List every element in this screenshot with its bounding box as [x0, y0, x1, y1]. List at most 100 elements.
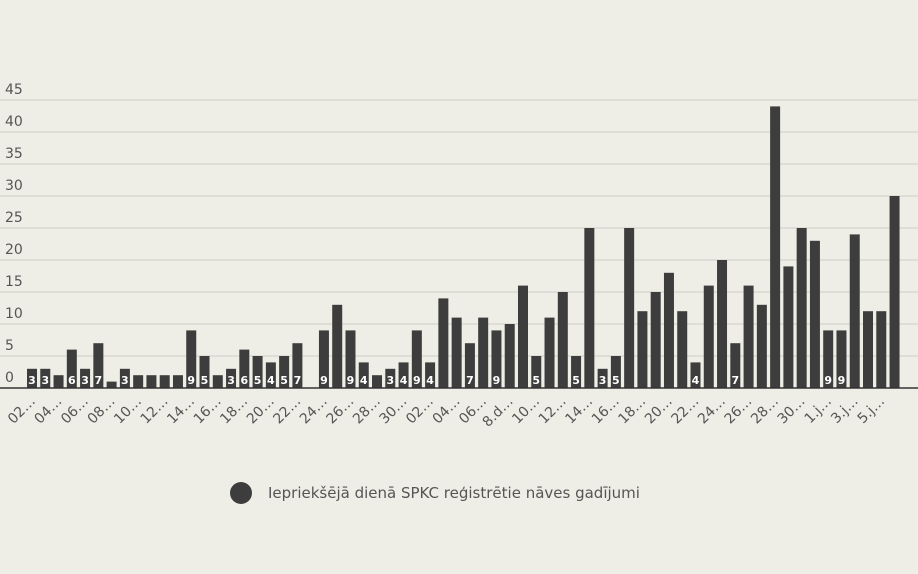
data-label: 4 — [426, 374, 434, 387]
bar — [172, 375, 183, 388]
y-tick-label: 5 — [5, 338, 14, 354]
data-label: 9 — [824, 374, 832, 387]
data-label: 3 — [41, 374, 49, 387]
bar — [823, 330, 834, 388]
data-label: 9 — [413, 374, 421, 387]
data-label: 4 — [360, 374, 368, 387]
bar — [770, 106, 781, 389]
bar — [385, 368, 396, 388]
data-label: 5 — [572, 374, 580, 387]
legend-marker — [230, 482, 252, 504]
bar — [544, 317, 555, 388]
bar — [756, 304, 767, 388]
bar — [584, 228, 595, 388]
y-tick-label: 0 — [5, 370, 14, 386]
data-label: 7 — [95, 374, 103, 387]
bar — [212, 375, 223, 388]
bar — [53, 375, 64, 388]
bar — [876, 311, 887, 388]
bar — [703, 285, 714, 388]
bar — [159, 375, 170, 388]
bar — [119, 368, 130, 388]
bar — [517, 285, 528, 388]
data-label: 7 — [731, 374, 739, 387]
bar — [345, 330, 356, 388]
data-label: 5 — [254, 374, 262, 387]
bar — [372, 375, 383, 388]
data-label: 9 — [320, 374, 328, 387]
data-label: 3 — [386, 374, 394, 387]
bar — [504, 324, 515, 388]
bar — [318, 330, 329, 388]
data-label: 4 — [400, 374, 408, 387]
data-label: 9 — [838, 374, 846, 387]
bar — [239, 349, 250, 388]
bar — [836, 330, 847, 388]
bar — [279, 356, 290, 388]
bar — [557, 292, 568, 388]
bar — [863, 311, 874, 388]
bar — [491, 330, 502, 388]
data-label: 6 — [240, 374, 248, 387]
bar — [637, 311, 648, 388]
bar — [849, 234, 860, 388]
data-label: 6 — [68, 374, 76, 387]
data-label: 3 — [81, 374, 89, 387]
y-tick-label: 40 — [5, 114, 23, 130]
y-tick-label: 15 — [5, 274, 23, 290]
data-label: 4 — [692, 374, 700, 387]
bar — [663, 272, 674, 388]
bar — [93, 343, 104, 388]
bar — [133, 375, 144, 388]
data-label: 5 — [532, 374, 540, 387]
bar — [226, 368, 237, 388]
bar — [265, 362, 276, 388]
bar — [27, 368, 37, 388]
legend-label: Iepriekšējā dienā SPKC reģistrētie nāves… — [268, 484, 640, 502]
data-label: 5 — [280, 374, 288, 387]
bar — [146, 375, 157, 388]
bar — [650, 292, 661, 388]
data-label: 3 — [227, 374, 235, 387]
y-tick-label: 25 — [5, 210, 23, 226]
bar — [451, 317, 462, 388]
bar — [571, 356, 582, 388]
data-label: 9 — [493, 374, 501, 387]
bar — [889, 196, 900, 388]
y-tick-label: 45 — [5, 82, 23, 98]
y-tick-label: 35 — [5, 146, 23, 162]
data-label: 5 — [201, 374, 209, 387]
bar — [358, 362, 369, 388]
data-label: 5 — [612, 374, 620, 387]
bar — [809, 240, 820, 388]
bar — [199, 356, 210, 388]
bar — [398, 362, 409, 388]
bar — [292, 343, 303, 388]
data-label: 7 — [466, 374, 474, 387]
data-label: 9 — [187, 374, 195, 387]
bar — [425, 362, 436, 388]
bar — [411, 330, 422, 388]
bar — [743, 285, 754, 388]
bar — [610, 356, 621, 388]
data-label: 3 — [28, 374, 36, 387]
data-label: 7 — [294, 374, 302, 387]
bar — [531, 356, 542, 388]
bar — [332, 304, 343, 388]
bar — [40, 368, 51, 388]
bar — [783, 266, 794, 388]
data-label: 9 — [347, 374, 355, 387]
bar — [597, 368, 608, 388]
bar — [66, 349, 77, 388]
bar — [106, 381, 117, 388]
y-tick-label: 30 — [5, 178, 23, 194]
data-label: 3 — [121, 374, 129, 387]
bar — [252, 356, 263, 388]
y-tick-label: 10 — [5, 306, 23, 322]
data-label: 3 — [599, 374, 607, 387]
bar — [478, 317, 489, 388]
bar — [464, 343, 475, 388]
bar — [186, 330, 197, 388]
